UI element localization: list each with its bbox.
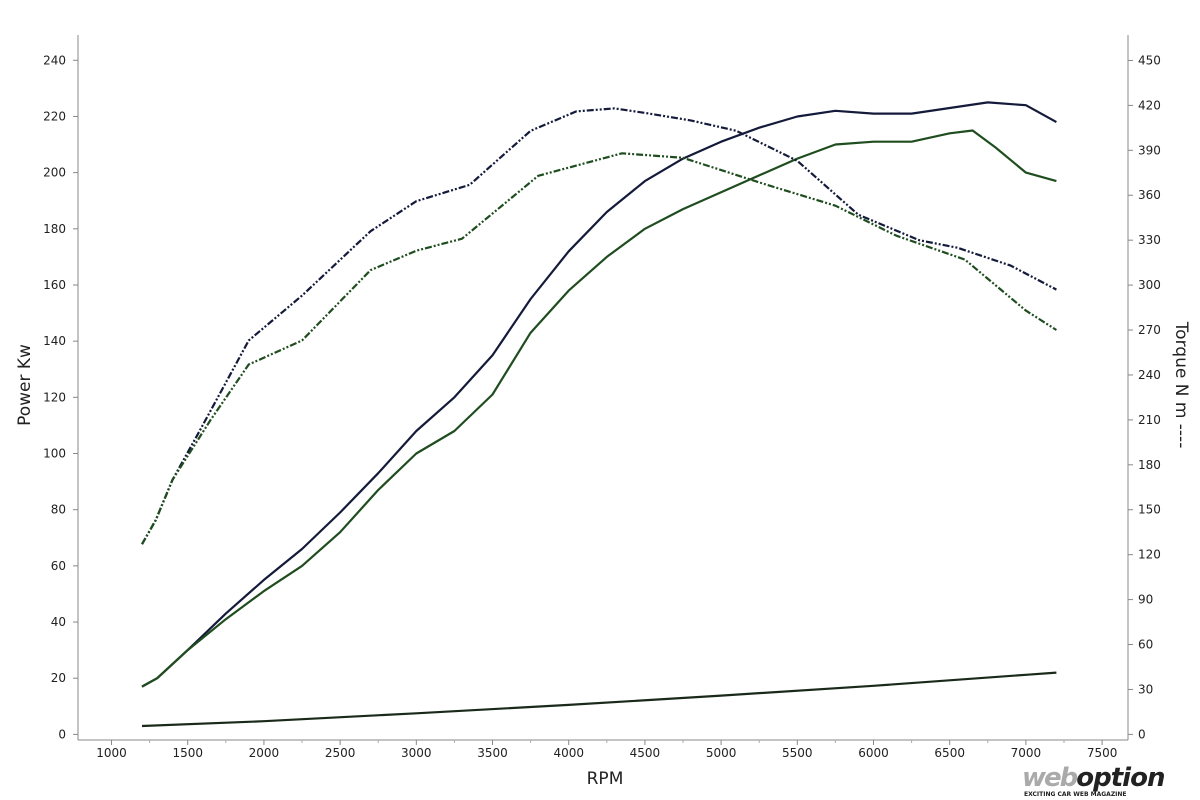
y-tick-label: 40 bbox=[51, 615, 66, 629]
x-tick-label: 5500 bbox=[782, 746, 813, 760]
y2-tick-label: 270 bbox=[1138, 323, 1161, 337]
x-tick-label: 1000 bbox=[96, 746, 127, 760]
y-tick-label: 220 bbox=[43, 109, 66, 123]
y2-tick-label: 210 bbox=[1138, 413, 1161, 427]
y2-tick-label: 240 bbox=[1138, 368, 1161, 382]
y-tick-label: 160 bbox=[43, 278, 66, 292]
series-line-lower-trace bbox=[141, 671, 1057, 728]
y2-tick-label: 150 bbox=[1138, 503, 1161, 517]
series-line-power-run-1 bbox=[141, 101, 1057, 688]
x-tick-label: 5000 bbox=[706, 746, 737, 760]
y2-tick-label: 0 bbox=[1138, 727, 1146, 741]
x-tick-label: 4500 bbox=[630, 746, 661, 760]
x-tick-label: 4000 bbox=[553, 746, 584, 760]
y2-tick-label: 360 bbox=[1138, 188, 1161, 202]
y-tick-label: 0 bbox=[58, 727, 66, 741]
weboption-logo: weboption EXCITING CAR WEB MAGAZINE bbox=[1022, 763, 1197, 799]
x-axis-label: RPM bbox=[587, 769, 624, 789]
y2-tick-label: 330 bbox=[1138, 233, 1161, 247]
x-tick-label: 6000 bbox=[858, 746, 889, 760]
y2-tick-label: 390 bbox=[1138, 143, 1161, 157]
series-line-power-run-2 bbox=[141, 129, 1057, 688]
y-tick-label: 240 bbox=[43, 53, 66, 67]
x-tick-label: 6500 bbox=[934, 746, 965, 760]
x-tick-label: 2000 bbox=[249, 746, 280, 760]
logo-web: web bbox=[1022, 763, 1078, 793]
y2-axis-label: Torque N m ---- bbox=[1171, 321, 1191, 449]
logo-option: option bbox=[1076, 763, 1165, 793]
y-tick-label: 80 bbox=[51, 503, 66, 517]
y2-tick-label: 450 bbox=[1138, 53, 1161, 67]
y2-tick-label: 120 bbox=[1138, 548, 1161, 562]
y2-tick-label: 420 bbox=[1138, 98, 1161, 112]
y2-tick-label: 180 bbox=[1138, 458, 1161, 472]
x-tick-label: 7000 bbox=[1011, 746, 1042, 760]
y-tick-label: 100 bbox=[43, 447, 66, 461]
y2-tick-label: 30 bbox=[1138, 682, 1153, 696]
y-tick-label: 140 bbox=[43, 334, 66, 348]
y-axis-label: Power Kw bbox=[15, 344, 35, 426]
x-tick-label: 3500 bbox=[477, 746, 508, 760]
y2-tick-label: 60 bbox=[1138, 638, 1153, 652]
y-tick-label: 200 bbox=[43, 166, 66, 180]
x-tick-label: 1500 bbox=[172, 746, 203, 760]
series-line-torque-run-2 bbox=[141, 152, 1057, 545]
x-tick-label: 7500 bbox=[1087, 746, 1118, 760]
series-line-torque-run-1 bbox=[141, 107, 1057, 545]
x-tick-label: 2500 bbox=[325, 746, 356, 760]
y-tick-label: 20 bbox=[51, 671, 66, 685]
y-tick-label: 180 bbox=[43, 222, 66, 236]
y2-tick-label: 300 bbox=[1138, 278, 1161, 292]
x-tick-label: 3000 bbox=[401, 746, 432, 760]
y2-tick-label: 90 bbox=[1138, 593, 1153, 607]
logo-tagline: EXCITING CAR WEB MAGAZINE bbox=[1024, 791, 1127, 798]
y-tick-label: 60 bbox=[51, 559, 66, 573]
y-tick-label: 120 bbox=[43, 390, 66, 404]
